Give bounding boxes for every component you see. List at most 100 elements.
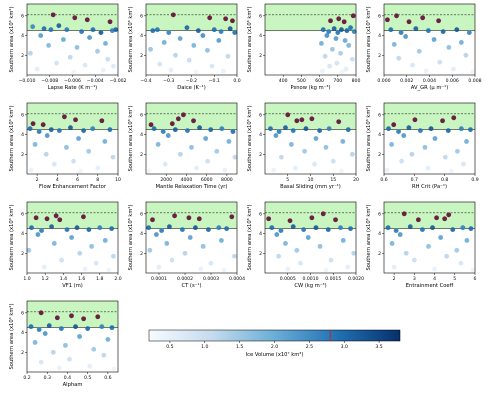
y-tick-label: 6 — [259, 13, 262, 19]
data-point — [91, 346, 97, 352]
data-point — [105, 56, 111, 62]
data-point — [71, 158, 76, 164]
data-point — [182, 250, 188, 256]
data-point — [271, 167, 277, 173]
data-point — [430, 225, 435, 231]
x-tick-label: 15 — [330, 177, 336, 183]
x-tick-label: 6000 — [201, 177, 213, 183]
data-point — [407, 224, 413, 230]
data-point — [313, 136, 319, 141]
data-point — [351, 29, 357, 35]
x-tick-label: 6 — [474, 276, 477, 282]
data-point — [39, 228, 44, 233]
data-point — [450, 66, 456, 72]
x-tick-label: 0.004 — [423, 78, 436, 84]
y-tick-label: 4 — [140, 231, 143, 237]
y-tick-label: 4 — [259, 231, 262, 237]
data-point — [418, 128, 423, 134]
data-point — [71, 69, 77, 75]
data-point — [458, 260, 464, 266]
data-point — [294, 118, 300, 124]
x-axis-label: CT (s⁻¹) — [181, 283, 201, 289]
data-point — [422, 144, 428, 150]
y-tick-label: 2 — [378, 53, 381, 59]
y-tick-label: 6 — [378, 211, 381, 217]
data-point — [175, 116, 181, 122]
data-point — [391, 264, 397, 270]
y-tick-label: 6 — [378, 13, 381, 19]
data-point — [330, 158, 336, 164]
data-point — [209, 63, 215, 69]
x-tick-label: 1.6 — [78, 276, 85, 282]
y-axis-label: Southern area (x10⁶ km²) — [247, 105, 253, 171]
data-point — [95, 165, 101, 171]
data-point — [290, 224, 296, 230]
data-point — [184, 25, 190, 31]
x-tick-label: 3 — [413, 276, 416, 282]
data-point — [168, 67, 174, 73]
data-point — [58, 326, 64, 332]
x-tick-label: 0.8 — [441, 177, 448, 183]
data-point — [322, 53, 328, 59]
x-axis-label: AV_GR (μ m⁻¹) — [411, 85, 449, 91]
data-point — [193, 225, 198, 231]
data-point — [205, 47, 210, 53]
y-axis-label: Southern area (x10⁶ km²) — [366, 6, 372, 72]
data-point — [155, 142, 161, 147]
data-point — [302, 148, 307, 154]
data-point — [389, 142, 394, 147]
data-point — [338, 225, 343, 231]
y-tick-label: 6 — [259, 211, 262, 217]
data-point — [148, 122, 154, 128]
data-point — [36, 327, 42, 332]
data-point — [107, 127, 113, 133]
data-point — [27, 126, 33, 132]
data-point — [191, 118, 196, 124]
scatter-panel: 2 4 6 1.0 1.2 1.4 1.6 1.8 2.0 VF1 (m) Southern are… — [9, 201, 122, 289]
x-tick-label: 2 — [393, 276, 396, 282]
x-tick-label: 0.6 — [380, 177, 387, 183]
data-point — [156, 264, 162, 270]
data-point — [448, 168, 454, 174]
data-point — [206, 227, 211, 233]
data-point — [328, 257, 334, 263]
data-point — [159, 228, 165, 233]
x-tick-label: −0.010 — [18, 78, 35, 84]
data-point — [273, 133, 279, 138]
x-tick-label: 0.3 — [44, 375, 51, 381]
colorbar: 0.5 1.0 1.5 2.0 2.5 3.0 3.5 Ice Volume (x10⁷ km… — [148, 329, 401, 358]
x-tick-label: 8 — [96, 177, 99, 183]
data-point — [28, 50, 33, 56]
x-tick-label: 1.8 — [96, 276, 103, 282]
data-point — [191, 43, 197, 48]
data-point — [445, 128, 451, 134]
data-point — [325, 227, 331, 233]
data-point — [420, 227, 425, 233]
plot-frame — [264, 3, 357, 76]
data-point — [77, 250, 83, 256]
colorbar-tick-label: 0.5 — [166, 344, 173, 350]
panels-layer: 2 4 6 −0.010 −0.008 −0.006 −0.004 −0.002 Lapse R… — [9, 3, 482, 388]
x-tick-label: 800 — [352, 78, 361, 84]
data-point — [50, 349, 56, 355]
data-point — [68, 125, 73, 131]
data-point — [193, 69, 199, 75]
data-point — [293, 165, 298, 171]
y-tick-label: 6 — [140, 112, 143, 118]
data-point — [219, 238, 224, 243]
y-tick-label: 6 — [21, 211, 24, 217]
data-point — [26, 247, 32, 253]
data-point — [266, 216, 272, 222]
y-axis-label: Southern area (x10⁶ km²) — [128, 6, 134, 72]
data-point — [455, 148, 460, 154]
x-tick-label: 400 — [279, 78, 288, 84]
data-point — [394, 13, 399, 19]
data-point — [336, 16, 342, 22]
data-point — [224, 226, 230, 232]
data-point — [211, 27, 217, 33]
y-axis-label: Southern area (x10⁶ km²) — [9, 303, 15, 369]
y-tick-label: 2 — [259, 53, 262, 59]
data-point — [410, 62, 415, 68]
plot-frame — [145, 102, 238, 175]
data-point — [227, 26, 233, 32]
